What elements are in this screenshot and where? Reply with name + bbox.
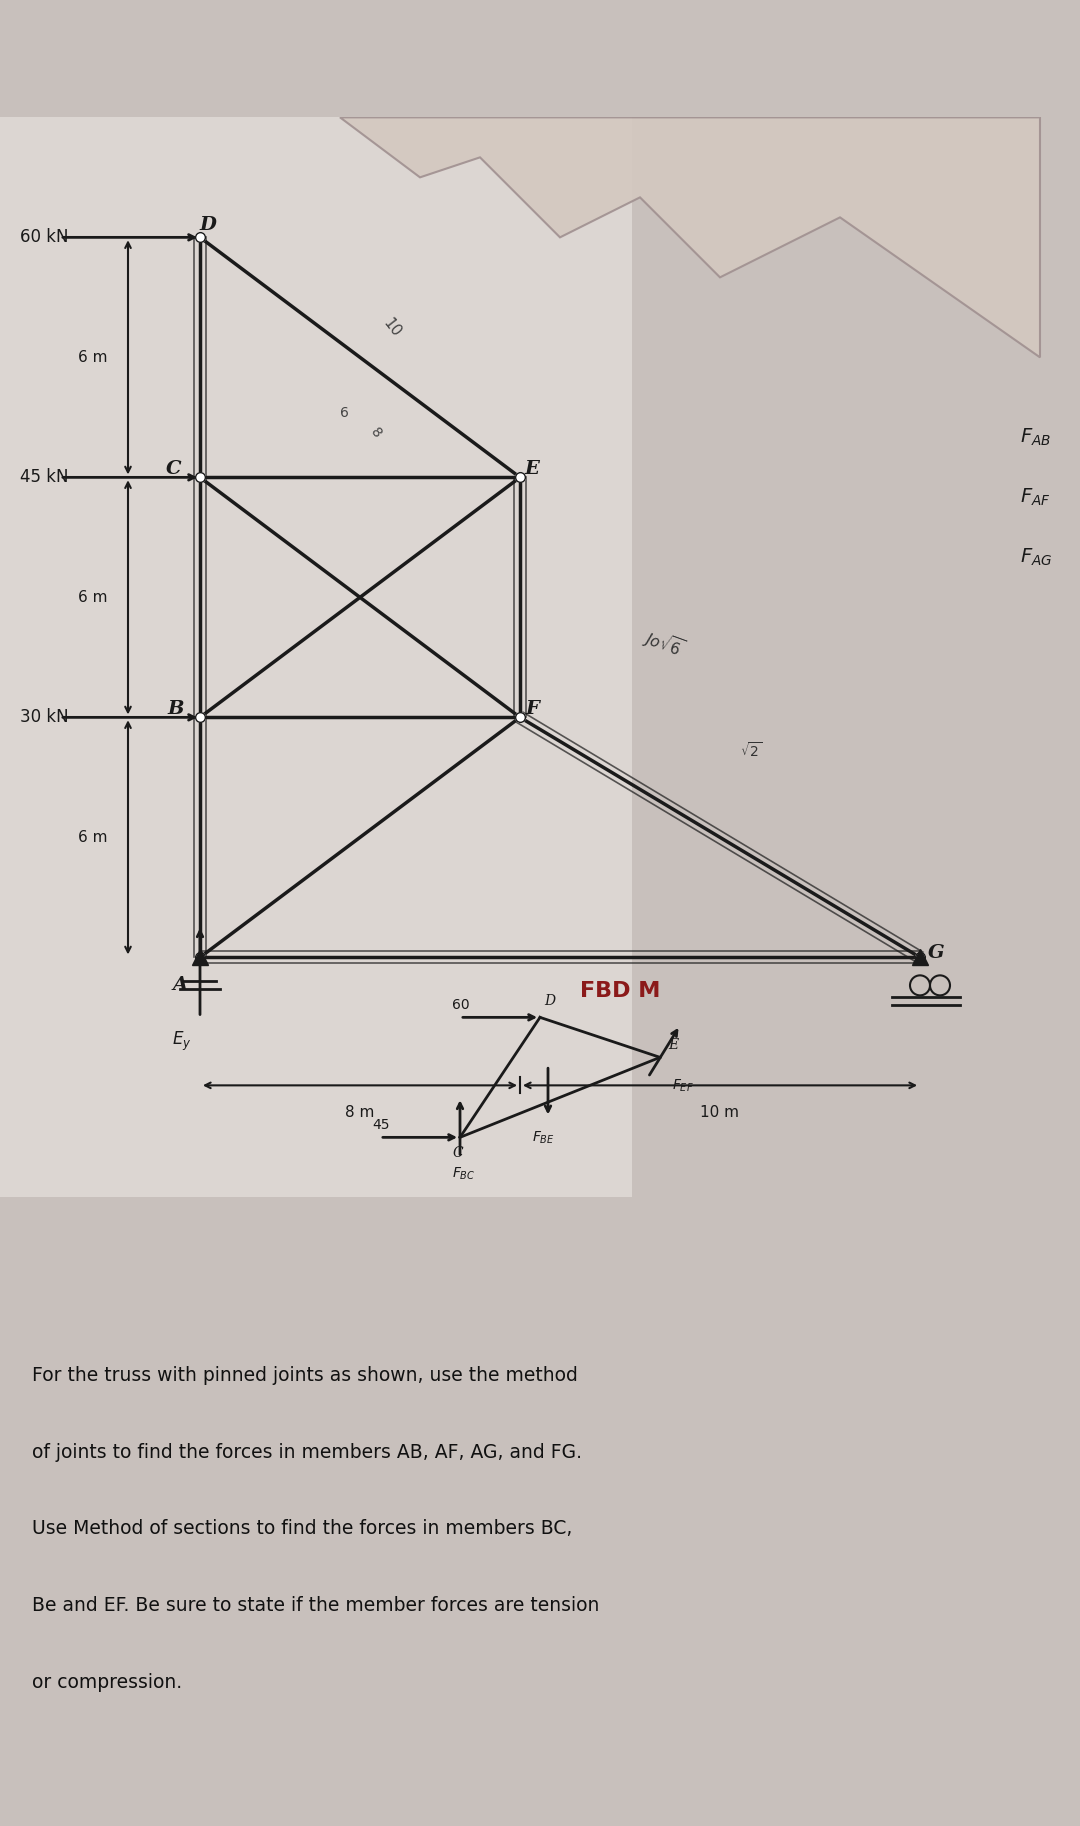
Text: Use Method of sections to find the forces in members BC,: Use Method of sections to find the force… [32, 1519, 572, 1537]
FancyBboxPatch shape [0, 86, 632, 1229]
Text: 45 kN: 45 kN [21, 467, 68, 486]
Text: $F_{EF}$: $F_{EF}$ [672, 1077, 693, 1094]
Text: C: C [166, 460, 181, 478]
Text: $F_{BE}$: $F_{BE}$ [532, 1128, 555, 1145]
Text: $F_{BC}$: $F_{BC}$ [453, 1165, 475, 1181]
Text: 10 m: 10 m [701, 1105, 740, 1121]
Text: 6: 6 [340, 407, 349, 420]
Text: or compression.: or compression. [32, 1673, 183, 1691]
Text: 45: 45 [372, 1118, 390, 1132]
Text: E: E [669, 1039, 678, 1052]
Text: Be and EF. Be sure to state if the member forces are tension: Be and EF. Be sure to state if the membe… [32, 1596, 599, 1614]
Text: D: D [200, 215, 216, 234]
Text: 10: 10 [380, 316, 404, 340]
Text: 8: 8 [368, 425, 384, 440]
Text: of joints to find the forces in members AB, AF, AG, and FG.: of joints to find the forces in members … [32, 1443, 582, 1461]
Text: E: E [525, 460, 539, 478]
Text: $E_y$: $E_y$ [172, 1030, 191, 1054]
Text: 60: 60 [453, 999, 470, 1012]
Text: C: C [453, 1147, 462, 1160]
Text: D: D [544, 995, 555, 1008]
Text: 8 m: 8 m [346, 1105, 375, 1121]
Text: G: G [928, 944, 944, 962]
Text: For the truss with pinned joints as shown, use the method: For the truss with pinned joints as show… [32, 1366, 578, 1384]
Text: FBD M: FBD M [580, 981, 660, 1001]
Text: $F_{AF}$: $F_{AF}$ [1020, 488, 1051, 508]
Polygon shape [340, 117, 1040, 358]
Text: 6 m: 6 m [79, 829, 108, 845]
Text: F: F [525, 701, 539, 718]
Text: A: A [173, 977, 188, 995]
Text: 6 m: 6 m [79, 590, 108, 604]
Text: $F_{AB}$: $F_{AB}$ [1020, 427, 1051, 447]
Text: $F_{AG}$: $F_{AG}$ [1020, 546, 1052, 568]
Text: $\sqrt{2}$: $\sqrt{2}$ [740, 741, 762, 760]
Text: 30 kN: 30 kN [21, 708, 69, 727]
Text: B: B [167, 701, 185, 718]
Text: $Jo\sqrt{6}$: $Jo\sqrt{6}$ [640, 624, 687, 663]
Text: 60 kN: 60 kN [21, 228, 68, 247]
Text: 6 m: 6 m [79, 351, 108, 365]
